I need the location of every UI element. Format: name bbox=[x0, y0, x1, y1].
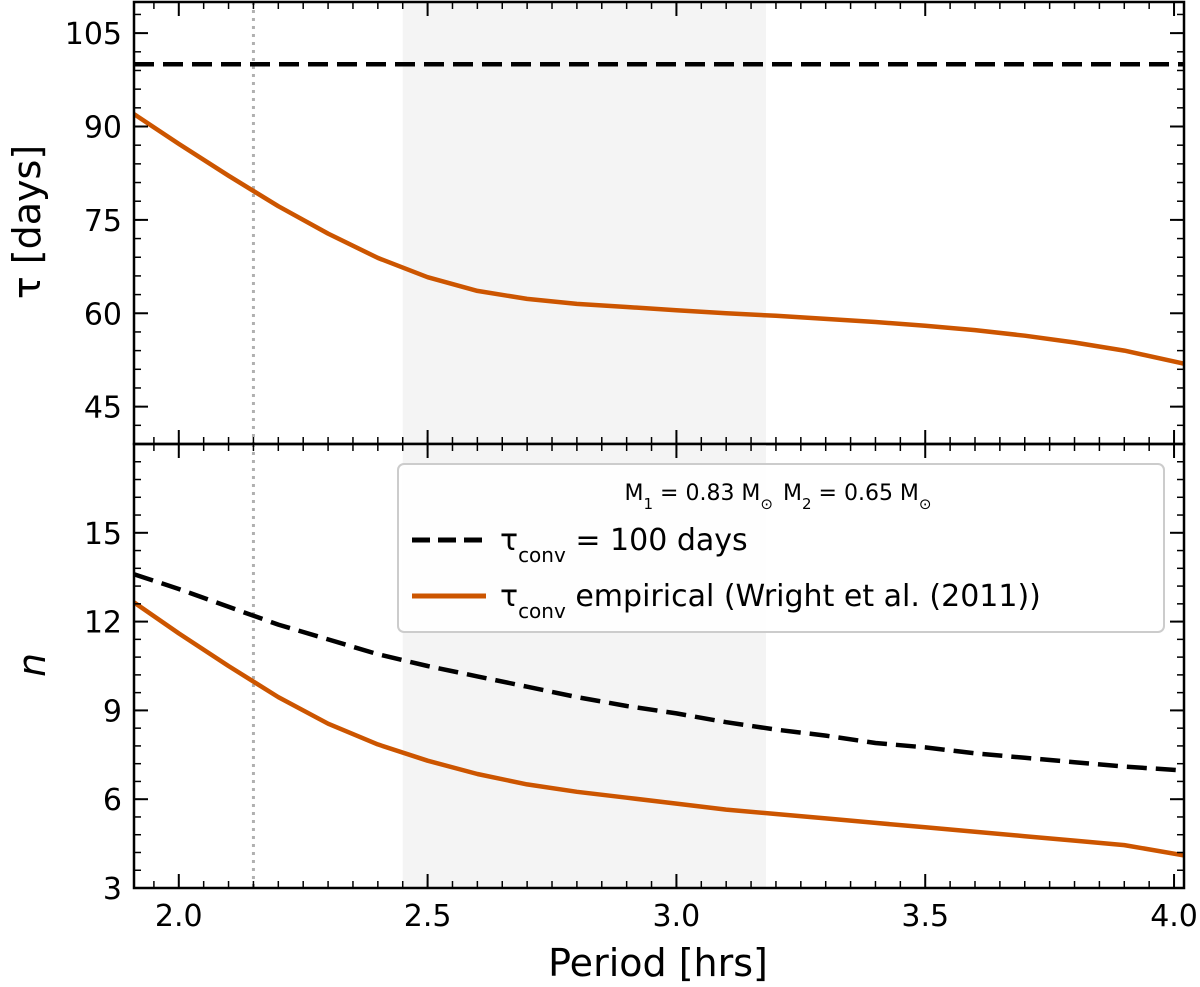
bottom-axes-frame bbox=[132, 442, 1186, 890]
top-series-tau-emp bbox=[134, 112, 1184, 366]
bottom-series-tau-emp bbox=[134, 600, 1184, 858]
bottom-y-axis-label: n bbox=[10, 653, 54, 677]
bottom-series-tau-const bbox=[134, 572, 1184, 773]
legend-title: M1 = 0.83 M⊙ M2 = 0.65 M⊙ bbox=[625, 481, 932, 513]
top-y-axis-label: τ [days] bbox=[5, 145, 49, 299]
top-y-tick-label: 75 bbox=[84, 204, 122, 239]
bottom-y-tick-label: 12 bbox=[84, 606, 122, 641]
top-shaded-region bbox=[402, 2, 766, 444]
bottom-y-tick-label: 9 bbox=[103, 694, 122, 729]
x-tick-label: 4.0 bbox=[1150, 899, 1198, 934]
x-axis-label: Period [hrs] bbox=[548, 941, 768, 985]
top-panel: 45 60 75 90 105 bbox=[65, 0, 1186, 446]
bottom-y-tick-label: 15 bbox=[84, 517, 122, 552]
x-tick-label: 2.0 bbox=[155, 899, 203, 934]
top-y-tick-label: 105 bbox=[65, 17, 122, 52]
legend-frame bbox=[397, 463, 1165, 633]
x-tick-label: 3.0 bbox=[653, 899, 701, 934]
top-y-tick-label: 90 bbox=[84, 111, 122, 146]
top-y-tick-label: 60 bbox=[84, 297, 122, 332]
legend: M1 = 0.83 M⊙ M2 = 0.65 M⊙ τconv = 100 day… bbox=[397, 463, 1165, 633]
legend-label-tau-const: τconv = 100 days bbox=[500, 523, 748, 567]
legend-label-tau-emp: τconv empirical (Wright et al. (2011)) bbox=[500, 579, 1041, 623]
x-tick-label: 2.5 bbox=[404, 899, 452, 934]
bottom-y-tick-label: 6 bbox=[103, 783, 122, 818]
top-y-tick-label: 45 bbox=[84, 391, 122, 426]
bottom-y-tick-label: 3 bbox=[103, 872, 122, 907]
x-tick-label: 3.5 bbox=[901, 899, 949, 934]
